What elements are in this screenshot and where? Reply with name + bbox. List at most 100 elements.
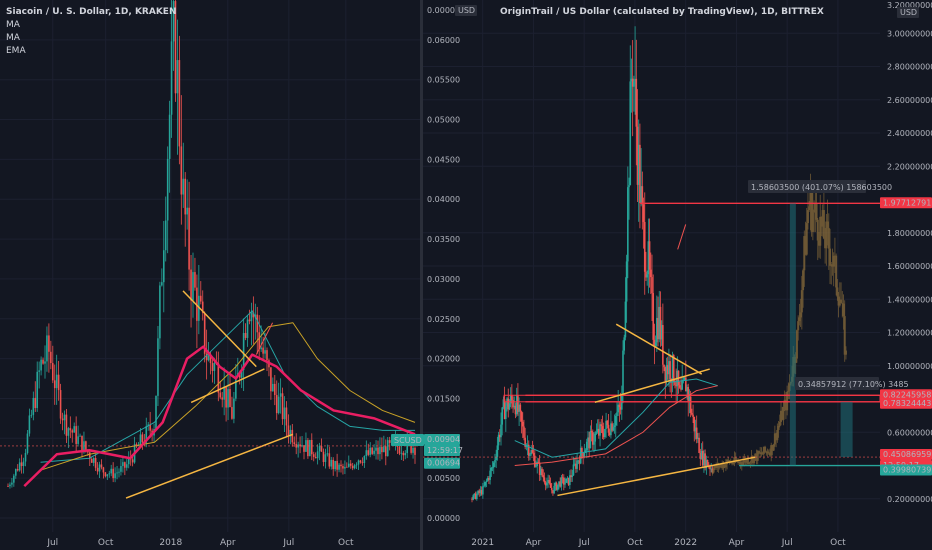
right-price-badge: 0.39980739 xyxy=(880,464,932,476)
left-candle-body xyxy=(157,338,159,396)
right-candle-body xyxy=(612,427,615,431)
left-candle-body xyxy=(26,433,29,454)
left-indicator-ma-1[interactable]: MA xyxy=(6,20,20,30)
left-candle-body xyxy=(164,220,167,251)
left-candle-body xyxy=(324,454,327,462)
left-candle-body xyxy=(149,424,151,431)
ghost-candle-body xyxy=(742,461,745,466)
right-candle-body xyxy=(657,317,659,340)
right-candle-body xyxy=(689,396,692,413)
ghost-candle-body xyxy=(771,445,774,451)
left-candle-body xyxy=(398,446,401,454)
left-candle-body xyxy=(127,458,130,465)
left-candle-body xyxy=(326,453,329,455)
ghost-candle-body xyxy=(727,459,730,461)
right-candle-body xyxy=(610,423,612,436)
right-y-tick-label: 1.20000000 xyxy=(887,329,932,338)
right-y-tick-label: 2.40000000 xyxy=(887,129,932,138)
right-candle-body xyxy=(556,484,559,490)
left-countdown-badge: 12:59:17 xyxy=(424,444,463,456)
right-candle-body xyxy=(658,306,661,340)
right-candle-body xyxy=(607,424,610,433)
left-candle-body xyxy=(73,426,76,433)
right-candle-body xyxy=(598,428,600,436)
left-indicator-ma-2[interactable]: MA xyxy=(6,33,20,43)
right-candle-body xyxy=(674,382,676,386)
ghost-candle-body xyxy=(780,410,783,422)
left-candle-body xyxy=(406,439,409,454)
ghost-candle-body xyxy=(833,255,836,257)
left-currency-badge-bg xyxy=(455,5,477,16)
ghost-candle-body xyxy=(803,236,806,271)
right-candle-body xyxy=(628,185,630,188)
left-candle-body xyxy=(40,359,42,371)
left-candle-body xyxy=(225,386,227,408)
left-candle-body xyxy=(402,452,405,456)
ghost-candle-body xyxy=(723,464,726,468)
right-candle-body xyxy=(616,412,618,417)
right-price-badge-bg xyxy=(880,389,932,401)
right-candle-body xyxy=(537,461,540,463)
right-candle-body xyxy=(527,444,530,456)
right-y-tick-top: 3.20000000 xyxy=(887,1,932,10)
ghost-candle-body xyxy=(836,287,839,297)
left-candle-body xyxy=(371,447,373,454)
right-candle-body xyxy=(602,433,605,438)
right-price-badge: 0.78324443 xyxy=(880,397,932,409)
left-candle-body xyxy=(381,446,383,453)
right-candle-body xyxy=(515,395,518,415)
left-y-tick-label: 0.04500 xyxy=(427,155,460,164)
right-price-badge-bg xyxy=(880,197,932,209)
left-candle-body xyxy=(344,466,346,469)
right-candle-body xyxy=(694,427,697,432)
right-candle-body xyxy=(565,478,568,483)
right-candle-body xyxy=(547,480,549,483)
left-candle-body xyxy=(48,335,50,352)
left-candle-body xyxy=(166,158,169,221)
panel-divider xyxy=(420,0,423,550)
left-countdown-badge-bg xyxy=(424,444,460,456)
ghost-candle-body xyxy=(826,221,829,228)
left-candle-body xyxy=(112,468,114,479)
ghost-candle-body xyxy=(817,240,820,246)
ghost-candle-body xyxy=(786,391,789,411)
right-candle-body xyxy=(583,452,586,457)
left-candle-body xyxy=(250,312,253,322)
right-measure-box-small xyxy=(840,401,853,458)
right-candle-body xyxy=(706,460,709,467)
ghost-candle-body xyxy=(718,465,721,468)
left-candle-body xyxy=(404,453,407,456)
right-candle-body xyxy=(704,453,706,469)
left-candle-body xyxy=(170,41,173,115)
right-candle-body xyxy=(541,468,543,476)
left-candle-body xyxy=(83,441,85,453)
ghost-candle-body xyxy=(783,399,786,407)
ghost-candle-body xyxy=(832,255,835,267)
left-candle-body xyxy=(42,359,44,364)
left-level-badge-bg xyxy=(424,457,460,469)
right-candle-body xyxy=(570,475,572,478)
left-candle-body xyxy=(161,282,163,286)
right-y-tick-label: 2.80000000 xyxy=(887,63,932,72)
left-candle-body xyxy=(256,314,259,333)
left-candle-body xyxy=(178,60,181,147)
ghost-candle-body xyxy=(820,216,823,227)
right-candle-body xyxy=(477,490,479,495)
left-candle-body xyxy=(199,295,202,302)
left-candle-body xyxy=(51,363,54,381)
right-candle-body xyxy=(646,274,648,278)
right-candle-body xyxy=(530,450,532,455)
left-indicator-ema[interactable]: EMA xyxy=(6,46,26,56)
left-candle-body xyxy=(14,469,17,476)
left-candle-body xyxy=(67,428,70,436)
right-candle-body xyxy=(576,460,578,469)
left-symbol-tag: SCUSD xyxy=(391,433,424,446)
right-candle-body xyxy=(688,396,691,402)
right-candle-body xyxy=(595,432,598,434)
right-y-tick-label: 2.20000000 xyxy=(887,162,932,171)
left-candle-body xyxy=(79,435,81,437)
right-candle-body xyxy=(526,444,529,446)
left-candle-body xyxy=(279,393,282,397)
ghost-candle-body xyxy=(715,464,718,468)
